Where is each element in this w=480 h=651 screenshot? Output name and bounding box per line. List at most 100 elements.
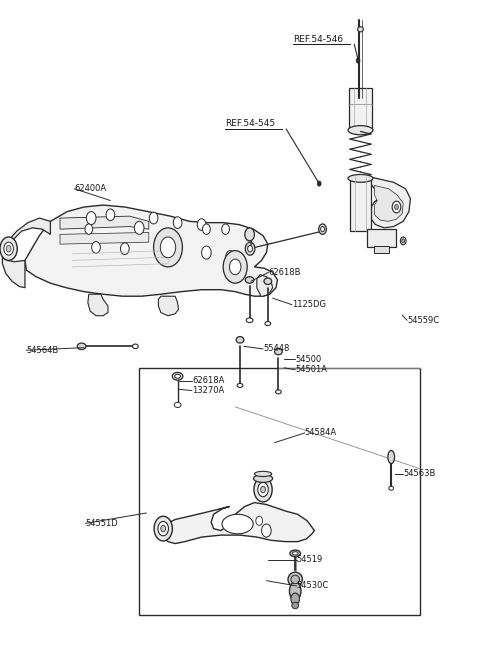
Text: 13270A: 13270A bbox=[192, 386, 224, 395]
Ellipse shape bbox=[348, 174, 373, 182]
Ellipse shape bbox=[292, 552, 298, 555]
Circle shape bbox=[173, 217, 182, 229]
Circle shape bbox=[106, 209, 115, 221]
Ellipse shape bbox=[389, 486, 394, 490]
Ellipse shape bbox=[132, 344, 138, 349]
Bar bbox=[139, 368, 420, 615]
Polygon shape bbox=[25, 205, 277, 296]
Text: 62618A: 62618A bbox=[192, 376, 224, 385]
Ellipse shape bbox=[154, 516, 172, 541]
Circle shape bbox=[262, 524, 271, 537]
Text: 62618B: 62618B bbox=[269, 268, 301, 277]
Circle shape bbox=[120, 243, 129, 255]
Text: 54564B: 54564B bbox=[26, 346, 59, 355]
Circle shape bbox=[149, 212, 158, 224]
Circle shape bbox=[92, 242, 100, 253]
Circle shape bbox=[248, 245, 252, 252]
Bar bbox=[367, 229, 396, 247]
Text: REF.54-545: REF.54-545 bbox=[225, 119, 275, 128]
Ellipse shape bbox=[254, 471, 272, 477]
Ellipse shape bbox=[291, 575, 300, 583]
Circle shape bbox=[317, 181, 321, 186]
Ellipse shape bbox=[261, 486, 265, 493]
Bar bbox=[374, 246, 389, 253]
Ellipse shape bbox=[258, 482, 268, 497]
Text: 54530C: 54530C bbox=[297, 581, 329, 590]
Ellipse shape bbox=[275, 348, 282, 355]
Text: 54501A: 54501A bbox=[295, 365, 327, 374]
Circle shape bbox=[203, 224, 210, 234]
Circle shape bbox=[86, 212, 96, 225]
Ellipse shape bbox=[245, 277, 254, 283]
Circle shape bbox=[160, 237, 176, 258]
Ellipse shape bbox=[292, 602, 299, 609]
Circle shape bbox=[356, 58, 360, 63]
Ellipse shape bbox=[289, 582, 301, 600]
Ellipse shape bbox=[388, 450, 395, 464]
Text: REF.54-546: REF.54-546 bbox=[293, 35, 343, 44]
Circle shape bbox=[402, 239, 405, 243]
Ellipse shape bbox=[172, 372, 183, 380]
Circle shape bbox=[245, 242, 255, 255]
Bar bbox=[349, 88, 372, 130]
Ellipse shape bbox=[174, 402, 181, 408]
Ellipse shape bbox=[254, 477, 272, 502]
Text: 1125DG: 1125DG bbox=[292, 300, 326, 309]
Circle shape bbox=[134, 221, 144, 234]
Polygon shape bbox=[2, 218, 50, 288]
Ellipse shape bbox=[246, 318, 253, 322]
Ellipse shape bbox=[253, 475, 273, 482]
Ellipse shape bbox=[288, 572, 302, 587]
Text: 54563B: 54563B bbox=[403, 469, 435, 478]
Ellipse shape bbox=[276, 390, 281, 394]
Circle shape bbox=[85, 224, 93, 234]
Ellipse shape bbox=[77, 343, 86, 350]
Bar bbox=[350, 177, 371, 231]
Ellipse shape bbox=[348, 126, 373, 135]
Circle shape bbox=[400, 237, 406, 245]
Text: 62400A: 62400A bbox=[74, 184, 107, 193]
Circle shape bbox=[226, 251, 235, 264]
Text: 54551D: 54551D bbox=[85, 519, 118, 528]
Polygon shape bbox=[88, 294, 108, 316]
Ellipse shape bbox=[264, 278, 272, 284]
Circle shape bbox=[395, 204, 398, 210]
Circle shape bbox=[223, 251, 247, 283]
Circle shape bbox=[392, 201, 401, 213]
Circle shape bbox=[4, 242, 13, 255]
Polygon shape bbox=[371, 177, 410, 228]
Polygon shape bbox=[374, 186, 403, 221]
Polygon shape bbox=[60, 232, 149, 244]
Ellipse shape bbox=[265, 322, 271, 326]
Circle shape bbox=[319, 224, 326, 234]
Circle shape bbox=[256, 516, 263, 525]
Text: 55448: 55448 bbox=[263, 344, 289, 353]
Ellipse shape bbox=[237, 383, 243, 387]
Circle shape bbox=[202, 246, 211, 259]
Ellipse shape bbox=[222, 514, 253, 534]
Circle shape bbox=[197, 219, 206, 230]
Circle shape bbox=[169, 245, 177, 256]
Circle shape bbox=[154, 228, 182, 267]
Circle shape bbox=[229, 259, 241, 275]
Ellipse shape bbox=[175, 374, 180, 378]
Text: 54519: 54519 bbox=[297, 555, 323, 564]
Circle shape bbox=[222, 224, 229, 234]
Ellipse shape bbox=[358, 27, 363, 32]
Ellipse shape bbox=[236, 337, 244, 343]
Ellipse shape bbox=[291, 593, 300, 605]
Ellipse shape bbox=[158, 521, 168, 536]
Circle shape bbox=[6, 245, 11, 252]
Ellipse shape bbox=[161, 525, 166, 532]
Text: 54559C: 54559C bbox=[407, 316, 439, 325]
Ellipse shape bbox=[290, 550, 300, 557]
Polygon shape bbox=[162, 503, 314, 544]
Polygon shape bbox=[158, 296, 179, 316]
Polygon shape bbox=[257, 275, 273, 296]
Text: 54584A: 54584A bbox=[305, 428, 337, 437]
Polygon shape bbox=[60, 216, 149, 229]
Text: 54500: 54500 bbox=[295, 355, 322, 364]
Circle shape bbox=[0, 237, 17, 260]
Circle shape bbox=[321, 227, 324, 232]
Circle shape bbox=[245, 228, 254, 241]
